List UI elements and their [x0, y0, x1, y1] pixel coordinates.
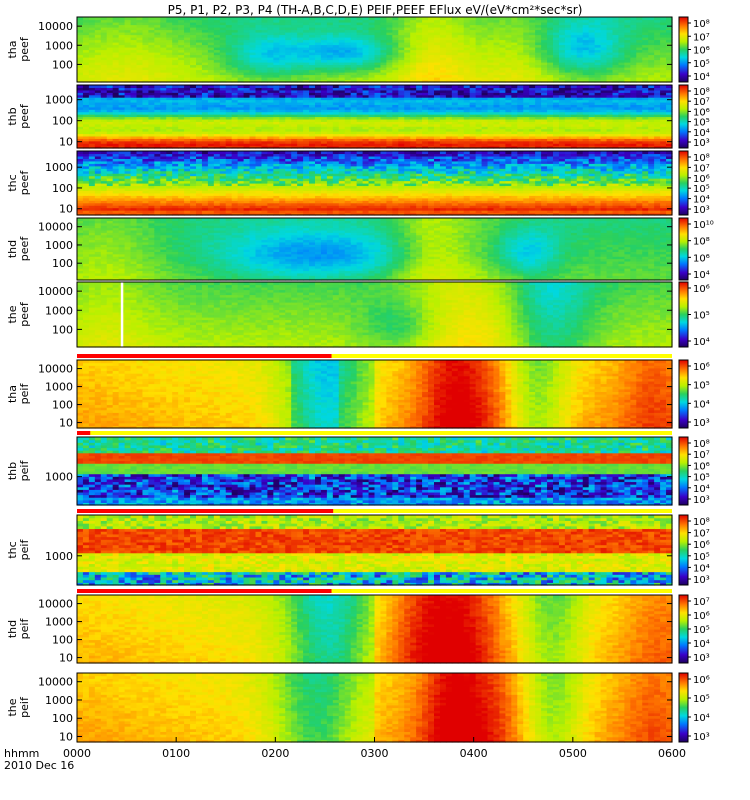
y-tick-label: 10000 [38, 20, 73, 33]
colorbar-tick-label: 10⁸ [693, 19, 710, 30]
colorbar [679, 17, 688, 82]
colorbar-tick-label: 10⁷ [693, 32, 710, 43]
figure-title: P5, P1, P2, P3, P4 (TH-A,B,C,D,E) PEIF,P… [168, 3, 583, 17]
heatmap-cells-tha-peef [77, 17, 673, 83]
heatmap-cells-thb-peef [77, 85, 673, 149]
colorbar-tick-label: 10⁴ [693, 72, 710, 83]
y-tick-label: 100 [52, 58, 73, 71]
panel-label: peef [18, 36, 31, 62]
panel-thb-peef: 100010010thb peef10⁸10⁷10⁶10⁵10⁴10³ [6, 85, 710, 149]
y-tick-label: 1000 [45, 39, 73, 52]
colorbar-tick-label: 10⁶ [693, 46, 710, 57]
colorbar-tick-label: 10⁵ [693, 59, 710, 70]
